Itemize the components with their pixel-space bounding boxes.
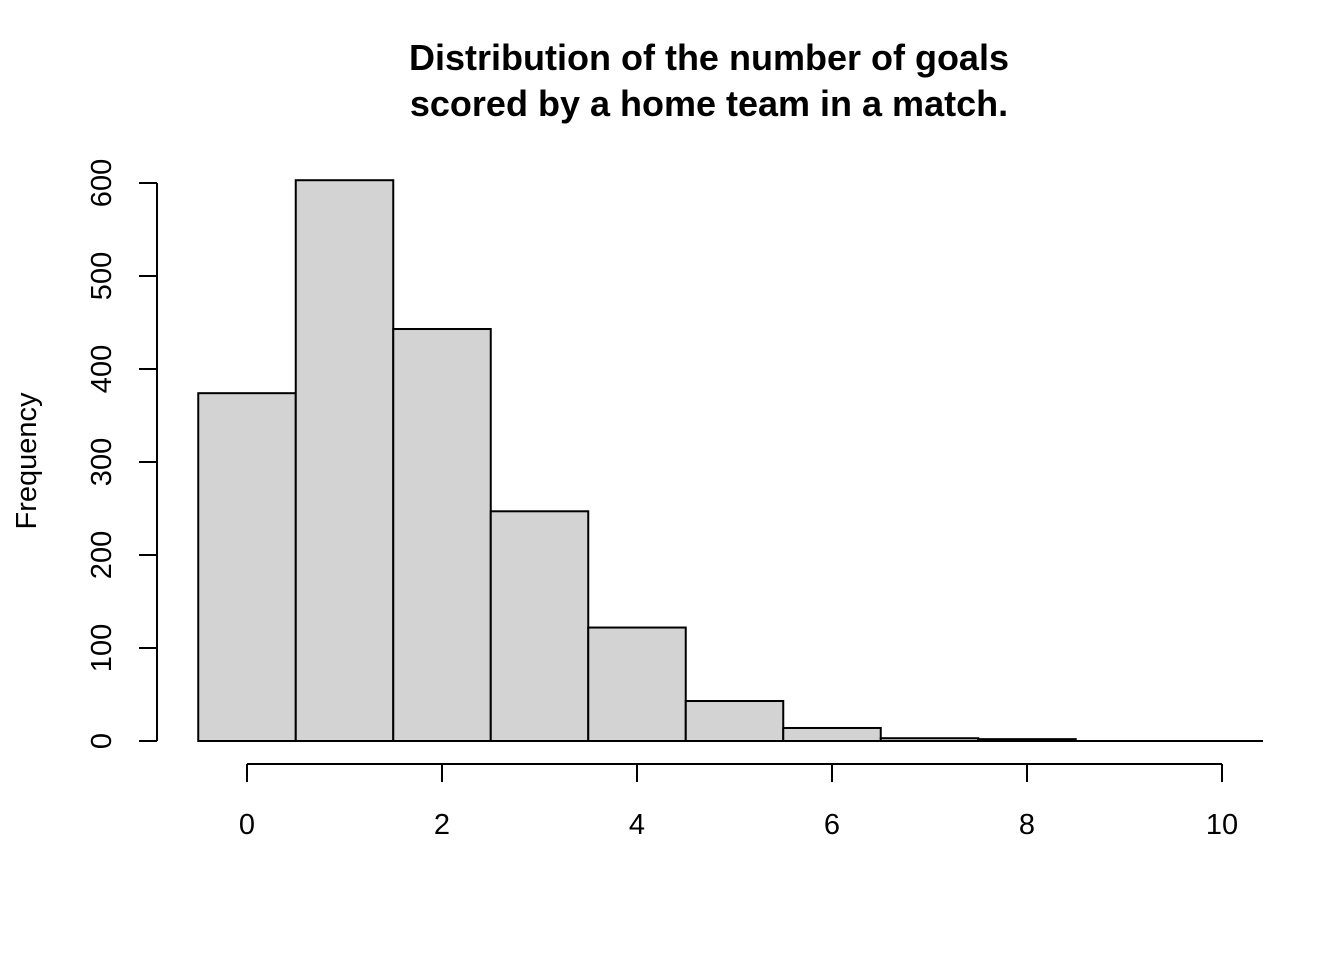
histogram-bar-5 [684,700,785,743]
y-axis: 0 100 200 300 400 500 600 [86,159,158,749]
x-tick-label-6: 6 [824,809,840,841]
histogram-bar-4 [587,626,687,742]
x-axis: 0 2 4 6 8 10 [239,763,1238,841]
bars-group [197,179,1263,743]
y-tick-label-200: 200 [86,531,118,579]
y-tick-label-300: 300 [86,438,118,486]
y-tick-label-400: 400 [86,345,118,393]
x-tick-label-2: 2 [434,809,450,841]
y-axis-label: Frequency [11,392,43,530]
histogram-bar-0 [197,392,297,742]
y-tick-label-600: 600 [86,159,118,207]
x-tick-label-4: 4 [629,809,645,841]
histogram-bar-6 [782,726,882,742]
x-tick-label-0: 0 [239,809,255,841]
y-tick-label-500: 500 [86,252,118,300]
x-tick-label-10: 10 [1206,809,1238,841]
x-tick-label-8: 8 [1019,809,1035,841]
histogram-bar-2 [392,328,492,742]
histogram-bar-1 [294,179,395,742]
histogram-bar-3 [489,510,590,743]
y-tick-label-100: 100 [86,624,118,672]
chart-title-line-1: Distribution of the number of goals [409,37,1009,78]
y-tick-label-0: 0 [86,733,118,749]
chart-title-line-2: scored by a home team in a match. [410,83,1008,124]
